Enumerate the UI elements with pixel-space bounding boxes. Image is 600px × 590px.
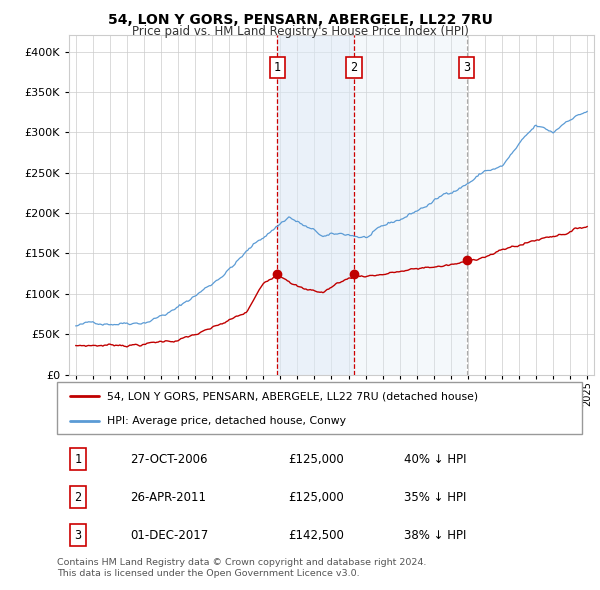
Text: 27-OCT-2006: 27-OCT-2006 (131, 453, 208, 466)
Text: 2: 2 (350, 61, 358, 74)
Text: Contains HM Land Registry data © Crown copyright and database right 2024.: Contains HM Land Registry data © Crown c… (57, 558, 427, 566)
FancyBboxPatch shape (57, 382, 582, 434)
Text: Price paid vs. HM Land Registry's House Price Index (HPI): Price paid vs. HM Land Registry's House … (131, 25, 469, 38)
Text: 40% ↓ HPI: 40% ↓ HPI (404, 453, 466, 466)
Text: 3: 3 (74, 529, 82, 542)
Text: 1: 1 (74, 453, 82, 466)
Text: 38% ↓ HPI: 38% ↓ HPI (404, 529, 466, 542)
Text: £125,000: £125,000 (288, 453, 344, 466)
Text: HPI: Average price, detached house, Conwy: HPI: Average price, detached house, Conw… (107, 416, 346, 425)
Text: 01-DEC-2017: 01-DEC-2017 (131, 529, 209, 542)
Text: This data is licensed under the Open Government Licence v3.0.: This data is licensed under the Open Gov… (57, 569, 359, 578)
Bar (277, 35, 354, 375)
Text: £142,500: £142,500 (288, 529, 344, 542)
Text: 54, LON Y GORS, PENSARN, ABERGELE, LL22 7RU (detached house): 54, LON Y GORS, PENSARN, ABERGELE, LL22 … (107, 391, 478, 401)
Bar (354, 35, 466, 375)
Text: 26-APR-2011: 26-APR-2011 (131, 490, 206, 504)
Text: 2: 2 (74, 490, 82, 504)
Text: 3: 3 (463, 61, 470, 74)
Text: 35% ↓ HPI: 35% ↓ HPI (404, 490, 466, 504)
Text: £125,000: £125,000 (288, 490, 344, 504)
Text: 1: 1 (274, 61, 281, 74)
Text: 54, LON Y GORS, PENSARN, ABERGELE, LL22 7RU: 54, LON Y GORS, PENSARN, ABERGELE, LL22 … (107, 13, 493, 27)
